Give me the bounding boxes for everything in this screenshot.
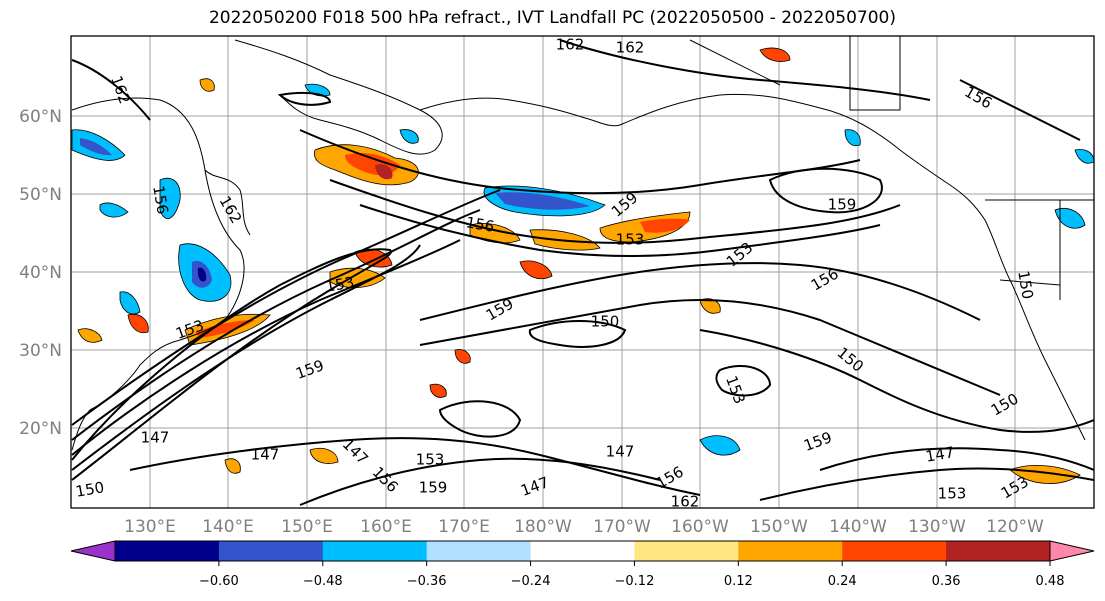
longitude-label: 160°W <box>671 517 729 537</box>
colorbar-max-extend <box>1049 540 1095 562</box>
longitude-labels: 130°E 140°E 150°E 160°E 170°E 180°W 170°W 160°W… <box>124 517 1044 537</box>
longitude-label: 140°E <box>202 517 254 537</box>
longitude-label: 170°E <box>438 517 490 537</box>
colorbar-min-extend <box>70 540 116 562</box>
colorbar-bin <box>530 541 635 561</box>
contour-label: 162 <box>616 39 645 57</box>
contour-label: 153 <box>938 485 967 503</box>
contour-label: 147 <box>924 443 955 466</box>
longitude-label: 180°W <box>514 517 572 537</box>
colorbar: −0.60 −0.48 −0.36 −0.24 −0.12 0.12 0.24 0.36 0.4… <box>70 540 1095 589</box>
longitude-label: 150°W <box>750 517 808 537</box>
longitude-label: 150°E <box>281 517 333 537</box>
contour-label: 159 <box>419 479 448 497</box>
longitude-label: 120°W <box>986 517 1044 537</box>
coastlines <box>71 36 1094 451</box>
longitude-label: 160°E <box>360 517 412 537</box>
latitude-label: 30°N <box>19 341 62 361</box>
latitude-labels: 60°N 50°N 40°N 30°N 20°N <box>19 107 62 439</box>
longitude-label: 140°W <box>829 517 887 537</box>
colorbar-bin <box>946 541 1051 561</box>
contour-label: 147 <box>606 443 635 461</box>
colorbar-bin <box>322 541 428 561</box>
latitude-label: 40°N <box>19 263 62 283</box>
colorbar-bin <box>738 541 843 561</box>
contour-label: 147 <box>141 429 170 447</box>
colorbar-tick-label: 0.48 <box>1036 574 1065 589</box>
latitude-label: 60°N <box>19 107 62 127</box>
latitude-label: 50°N <box>19 185 62 205</box>
contour-label: 156 <box>149 184 172 215</box>
longitude-label: 170°W <box>593 517 651 537</box>
colorbar-bin <box>115 541 220 561</box>
colorbar-tick-label: −0.48 <box>303 574 343 589</box>
colorbar-tick-label: −0.36 <box>407 574 447 589</box>
contour-label: 162 <box>671 493 700 511</box>
map-title: 2022050200 F018 500 hPa refract., IVT La… <box>208 8 896 28</box>
contour-lines <box>71 39 1094 506</box>
map-frame <box>70 35 1095 509</box>
longitude-label: 130°E <box>124 517 176 537</box>
colorbar-bin <box>218 541 324 561</box>
colorbar-tick-label: −0.12 <box>615 574 655 589</box>
colorbar-tick-label: −0.24 <box>511 574 551 589</box>
contour-label: 153 <box>324 273 355 296</box>
contour-label: 153 <box>616 231 645 249</box>
contour-label: 162 <box>556 36 585 54</box>
colorbar-tick-label: 0.36 <box>932 574 961 589</box>
contour-label: 156 <box>464 213 495 236</box>
contour-label: 153 <box>416 451 445 469</box>
colorbar-bin <box>842 541 947 561</box>
colorbar-bin <box>634 541 739 561</box>
colorbar-tick-label: 0.24 <box>828 574 857 589</box>
latitude-label: 20°N <box>19 419 62 439</box>
longitude-label: 130°W <box>908 517 966 537</box>
contour-label: 147 <box>251 446 280 464</box>
contour-label: 150 <box>1014 269 1037 300</box>
colorbar-tick-label: 0.12 <box>724 574 753 589</box>
colorbar-tick-label: −0.60 <box>199 574 239 589</box>
contour-label: 159 <box>828 196 857 214</box>
contour-label: 150 <box>74 478 105 501</box>
colorbar-bin <box>426 541 532 561</box>
contour-label: 150 <box>591 313 620 331</box>
colorbar-outline <box>114 540 1051 562</box>
